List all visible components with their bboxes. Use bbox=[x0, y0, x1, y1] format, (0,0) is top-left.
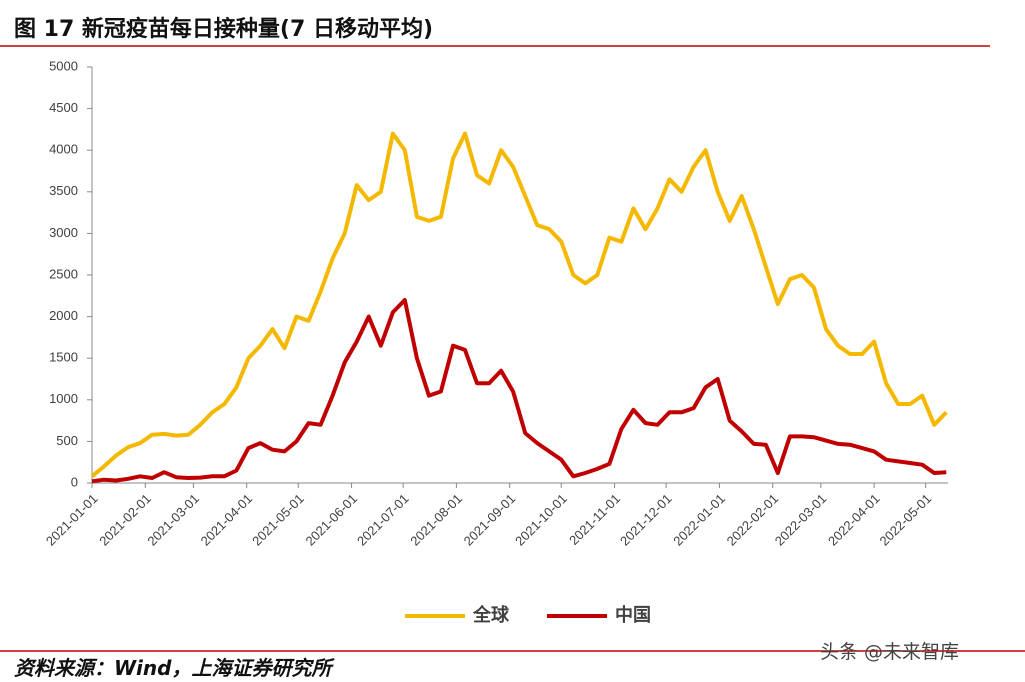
y-tick-label: 1000 bbox=[49, 391, 78, 406]
y-tick-label: 2500 bbox=[49, 266, 78, 281]
x-tick-label: 2021-07-01 bbox=[354, 491, 412, 549]
x-tick-label: 2022-05-01 bbox=[877, 491, 935, 549]
y-tick-label: 3000 bbox=[49, 225, 78, 240]
y-tick-label: 500 bbox=[56, 433, 78, 448]
y-tick-label: 0 bbox=[71, 474, 78, 489]
series-line bbox=[91, 298, 947, 484]
x-tick-label: 2022-01-01 bbox=[670, 491, 728, 549]
x-tick-label: 2021-08-01 bbox=[407, 491, 465, 549]
watermark: 头条 @未来智库 bbox=[820, 641, 959, 663]
y-tick-label: 3500 bbox=[49, 183, 78, 198]
legend-label: 全球 bbox=[472, 604, 510, 626]
x-tick-label: 2021-06-01 bbox=[302, 491, 360, 549]
x-tick-label: 2021-11-01 bbox=[566, 491, 623, 548]
x-tick-label: 2021-12-01 bbox=[617, 491, 675, 549]
x-tick-label: 2021-09-01 bbox=[461, 491, 519, 549]
legend-label: 中国 bbox=[615, 604, 651, 626]
chart-title: 图 17 新冠疫苗每日接种量(7 日移动平均) bbox=[14, 16, 433, 42]
x-tick-label: 2021-03-01 bbox=[144, 491, 202, 549]
x-tick-label: 2022-03-01 bbox=[772, 491, 830, 549]
x-tick-label: 2021-04-01 bbox=[198, 491, 256, 549]
y-tick-label: 4500 bbox=[49, 100, 78, 115]
y-tick-label: 4000 bbox=[49, 142, 78, 157]
y-tick-label: 1500 bbox=[49, 350, 78, 365]
x-tick-label: 2022-04-01 bbox=[825, 491, 883, 549]
x-tick-label: 2021-01-01 bbox=[43, 491, 101, 549]
series-line bbox=[90, 131, 948, 478]
source-note: 资料来源：Wind，上海证券研究所 bbox=[14, 656, 335, 680]
x-tick-label: 2021-10-01 bbox=[512, 491, 570, 549]
y-tick-label: 2000 bbox=[49, 308, 78, 323]
y-tick-label: 5000 bbox=[49, 58, 78, 73]
x-tick-label: 2021-05-01 bbox=[249, 491, 307, 549]
